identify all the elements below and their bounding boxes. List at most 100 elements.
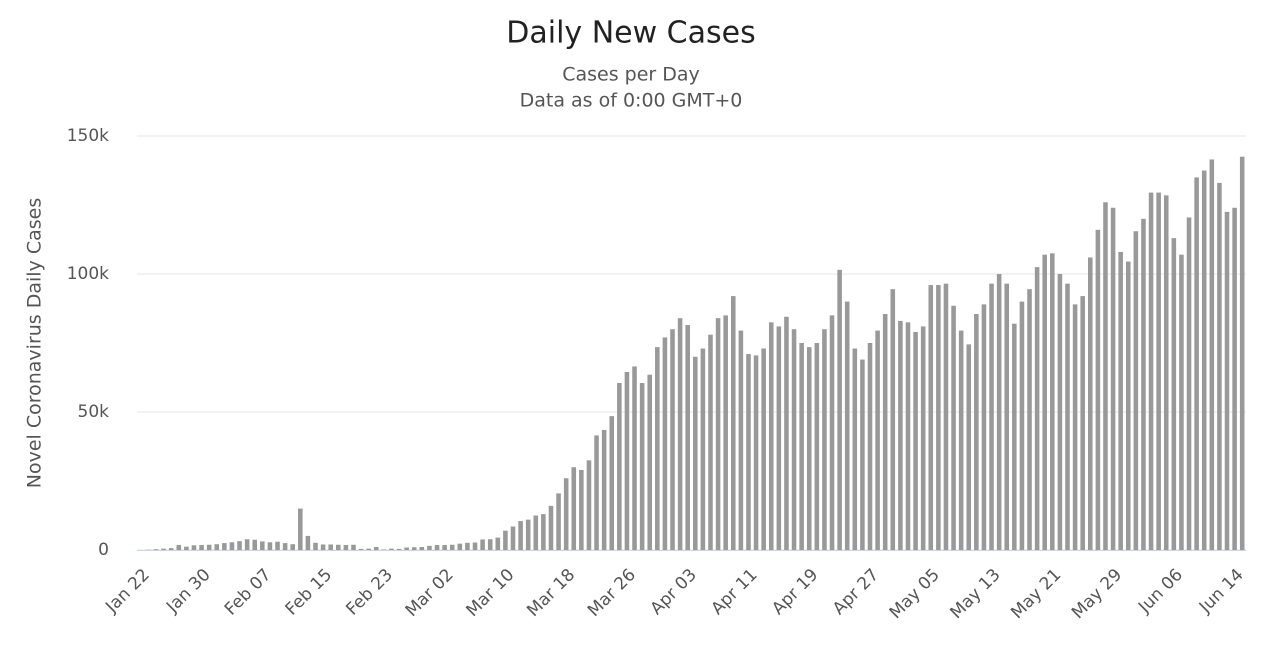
- bar: [472, 542, 478, 550]
- bar: [928, 285, 934, 550]
- bar: [829, 315, 835, 550]
- bar: [1042, 254, 1047, 550]
- chart-subtitle: Data as of 0:00 GMT+0: [520, 90, 743, 112]
- x-tick-label: Feb 07: [221, 565, 276, 620]
- bar: [693, 356, 698, 550]
- bar: [677, 318, 683, 550]
- bar: [753, 355, 759, 550]
- bar: [1095, 229, 1101, 550]
- bar: [601, 429, 607, 550]
- bar: [867, 343, 873, 550]
- bar: [343, 545, 349, 550]
- x-tick-label: Mar 10: [463, 565, 519, 621]
- bar: [776, 326, 782, 550]
- x-tick-label: Feb 15: [282, 565, 337, 620]
- x-tick-label: Apr 27: [829, 565, 883, 619]
- bar: [1118, 251, 1123, 551]
- bar: [153, 549, 159, 550]
- bar: [1232, 207, 1237, 550]
- x-tick-label: May 29: [1068, 565, 1126, 623]
- bar: [336, 544, 341, 550]
- bar: [655, 347, 660, 550]
- bar: [768, 322, 774, 550]
- bar: [389, 548, 394, 550]
- bar: [229, 542, 235, 550]
- bar: [670, 329, 675, 550]
- bar: [411, 547, 417, 550]
- bar: [761, 348, 766, 550]
- bar: [806, 347, 812, 550]
- bar: [1133, 231, 1139, 550]
- bar: [943, 283, 949, 550]
- bar: [366, 548, 371, 550]
- x-tick-label: May 05: [886, 565, 944, 623]
- bar: [533, 515, 539, 550]
- bar: [457, 543, 463, 550]
- bar: [966, 344, 972, 550]
- bar: [1156, 192, 1161, 550]
- bar: [1148, 192, 1154, 550]
- bar: [837, 269, 842, 550]
- bar: [320, 544, 326, 550]
- bar: [700, 348, 706, 550]
- y-tick-label: 50k: [78, 402, 110, 422]
- y-tick-label: 0: [98, 540, 109, 560]
- bar: [465, 542, 470, 550]
- bar: [1239, 156, 1245, 550]
- bar: [1034, 267, 1040, 550]
- bar: [1141, 218, 1146, 551]
- bar: [1163, 195, 1169, 550]
- bar: [647, 374, 653, 550]
- bar: [434, 545, 440, 550]
- bar: [290, 544, 295, 550]
- bar: [449, 544, 455, 550]
- bar: [1027, 289, 1032, 550]
- bar: [571, 467, 577, 550]
- bar: [882, 314, 888, 550]
- bar: [989, 283, 994, 550]
- bar: [1103, 202, 1108, 551]
- bar: [860, 359, 865, 550]
- bar: [1179, 254, 1184, 550]
- y-tick-label: 100k: [67, 264, 109, 284]
- bar: [936, 285, 941, 550]
- bar: [168, 548, 174, 550]
- bar: [662, 337, 668, 550]
- bar: [905, 322, 911, 550]
- bar: [191, 545, 197, 550]
- bar: [328, 544, 333, 550]
- bar: [730, 296, 736, 550]
- x-tick-label: Apr 11: [707, 565, 761, 619]
- bar: [351, 544, 356, 550]
- bar: [1050, 253, 1055, 551]
- x-tick-label: Jan 30: [162, 565, 215, 618]
- bar: [685, 325, 690, 550]
- bar: [556, 493, 561, 550]
- x-tick-label: Jun 06: [1134, 565, 1187, 618]
- bar: [222, 543, 227, 550]
- bar: [799, 343, 804, 550]
- bar: [1004, 283, 1010, 550]
- bar: [1171, 238, 1177, 550]
- x-tick-label: Jun 14: [1195, 565, 1248, 618]
- bar: [442, 545, 447, 550]
- bar: [784, 316, 789, 550]
- bar: [503, 530, 508, 550]
- bar: [1201, 170, 1207, 550]
- bar: [184, 546, 189, 550]
- bar: [176, 545, 182, 550]
- x-tick-label: Mar 18: [523, 565, 579, 621]
- bar: [844, 301, 850, 550]
- bar: [510, 526, 516, 550]
- bar: [632, 366, 637, 550]
- bar: [898, 320, 903, 550]
- bar: [609, 416, 615, 550]
- bar: [617, 383, 622, 550]
- x-tick-label: May 21: [1007, 565, 1065, 623]
- bar: [1057, 274, 1063, 550]
- bar: [708, 334, 713, 550]
- bar: [746, 354, 751, 550]
- bar: [981, 304, 987, 550]
- chart-subtitle: Cases per Day: [562, 64, 700, 86]
